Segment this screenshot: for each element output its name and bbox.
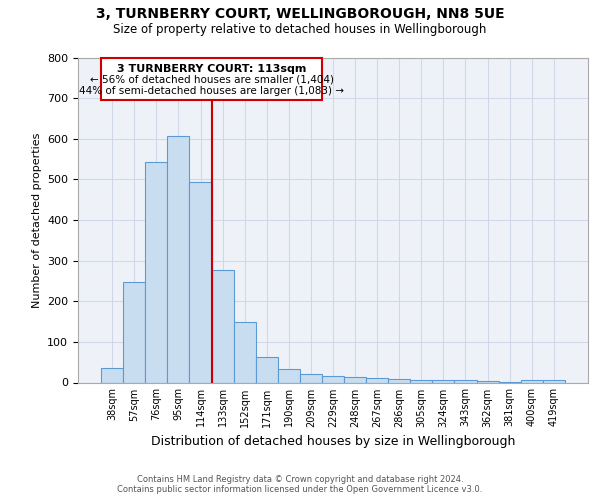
Bar	[256, 357, 278, 382]
Bar	[543, 380, 565, 382]
Text: ← 56% of detached houses are smaller (1,404): ← 56% of detached houses are smaller (1,…	[89, 75, 334, 85]
FancyBboxPatch shape	[101, 58, 322, 100]
Bar	[410, 380, 433, 382]
Y-axis label: Number of detached properties: Number of detached properties	[32, 132, 41, 308]
Bar	[212, 270, 233, 382]
Bar	[454, 380, 476, 382]
Text: Contains HM Land Registry data © Crown copyright and database right 2024.: Contains HM Land Registry data © Crown c…	[137, 474, 463, 484]
Bar	[433, 380, 454, 382]
Text: 3 TURNBERRY COURT: 113sqm: 3 TURNBERRY COURT: 113sqm	[117, 64, 306, 74]
Bar	[366, 378, 388, 382]
Bar	[476, 381, 499, 382]
Text: Contains public sector information licensed under the Open Government Licence v3: Contains public sector information licen…	[118, 484, 482, 494]
Bar	[233, 322, 256, 382]
Bar	[278, 369, 300, 382]
Text: 44% of semi-detached houses are larger (1,083) →: 44% of semi-detached houses are larger (…	[79, 86, 344, 97]
Bar	[521, 380, 543, 382]
Bar	[388, 379, 410, 382]
Bar	[344, 377, 366, 382]
Bar	[101, 368, 123, 382]
Bar	[145, 162, 167, 382]
Bar	[190, 182, 212, 382]
Text: 3, TURNBERRY COURT, WELLINGBOROUGH, NN8 5UE: 3, TURNBERRY COURT, WELLINGBOROUGH, NN8 …	[95, 8, 505, 22]
Bar	[300, 374, 322, 382]
Bar	[322, 376, 344, 382]
Bar	[167, 136, 190, 382]
X-axis label: Distribution of detached houses by size in Wellingborough: Distribution of detached houses by size …	[151, 435, 515, 448]
Text: Size of property relative to detached houses in Wellingborough: Size of property relative to detached ho…	[113, 22, 487, 36]
Bar	[123, 282, 145, 382]
